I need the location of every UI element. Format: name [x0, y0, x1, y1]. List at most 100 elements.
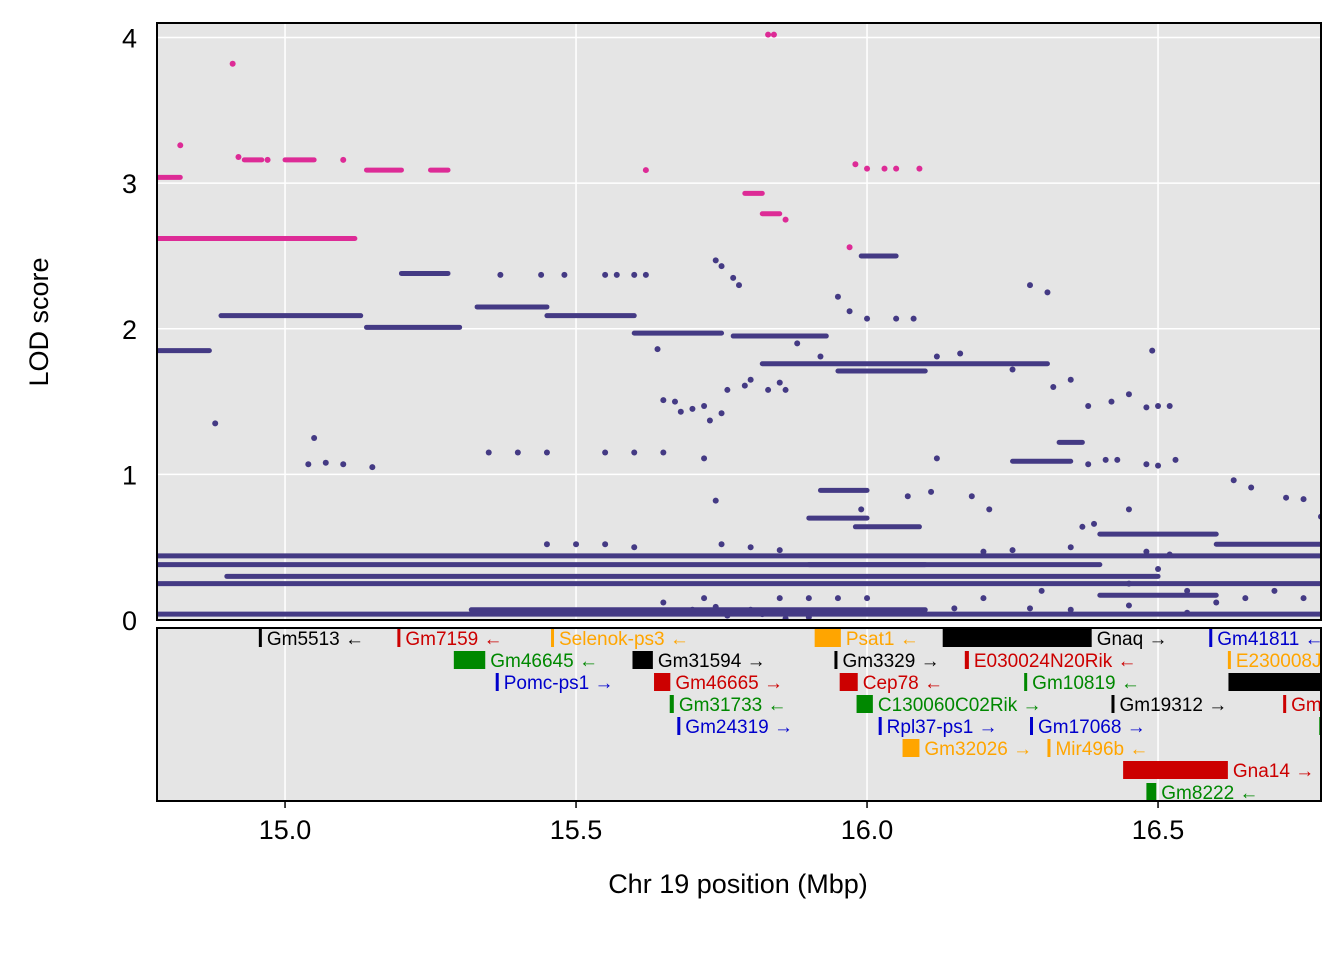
lod-point [311, 434, 318, 441]
lod-point [1085, 402, 1092, 409]
gene-label: Selenok-ps3 ← [559, 629, 689, 650]
lod-point [543, 449, 550, 456]
lod-point [933, 455, 940, 462]
gene-label: Gm [1291, 695, 1322, 716]
gene-box [964, 651, 969, 669]
lod-point [741, 382, 748, 389]
lod-point [561, 271, 568, 278]
lod-point [968, 493, 975, 500]
lod-point [1038, 587, 1045, 594]
lod-point [701, 595, 708, 602]
gene-box [1209, 629, 1213, 647]
lod-point [718, 541, 725, 548]
gene-box [495, 673, 499, 691]
gene-label: Gm24319 → [685, 717, 793, 738]
lod-point [776, 547, 783, 554]
lod-point [1155, 566, 1162, 573]
lod-point [642, 271, 649, 278]
gene-label: Cep78 ← [863, 673, 943, 694]
gene-box [1047, 739, 1051, 757]
lod-point [654, 346, 661, 353]
lod-point [1300, 496, 1307, 503]
lod-point [1166, 402, 1173, 409]
lod-point [602, 541, 609, 548]
gene-label: E030024N20Rik ← [974, 651, 1137, 672]
gene-label: Rpl37-ps1 → [887, 717, 998, 738]
lod-point [724, 386, 731, 393]
lod-point [765, 386, 772, 393]
lod-point [1050, 384, 1057, 391]
lod-point [602, 271, 609, 278]
lod-point [1283, 494, 1290, 501]
lod-point [701, 455, 708, 462]
gene-box [632, 651, 653, 669]
lod-point [776, 595, 783, 602]
lod-point [660, 449, 667, 456]
lod-point [817, 353, 824, 360]
lod-point [1143, 548, 1150, 555]
lod-point [893, 165, 900, 172]
gene-label: Gnaq → [1097, 629, 1168, 650]
x-tick-label: 16.0 [841, 815, 894, 845]
y-axis-ticks: 0 1 2 3 4 [122, 24, 137, 636]
gene-label: Pomc-ps1 → [504, 673, 614, 694]
lod-point [340, 461, 347, 468]
lod-point [177, 142, 184, 149]
lod-point [805, 614, 812, 620]
lod-point [986, 506, 993, 513]
lod-point [229, 60, 236, 67]
gene-box [1283, 695, 1287, 713]
lod-point [805, 595, 812, 602]
lod-point [631, 449, 638, 456]
gene-features: Gm5513 ← Gm7159 ← Selenok-ps3 ← Psat1 ← Gnaq… [258, 629, 1322, 801]
lod-point [770, 31, 777, 38]
lod-point [1125, 391, 1132, 398]
gene-box [1024, 673, 1028, 691]
lod-point [701, 402, 708, 409]
lod-point [1114, 456, 1121, 463]
lod-point [852, 161, 859, 168]
lod-point [834, 293, 841, 300]
lod-point [1125, 580, 1132, 587]
lod-point [864, 165, 871, 172]
lod-point [1172, 456, 1179, 463]
lod-point [782, 216, 789, 223]
gene-track-panel: Gm5513 ← Gm7159 ← Selenok-ps3 ← Psat1 ← Gnaq… [156, 627, 1322, 802]
lod-point [631, 271, 638, 278]
gene-box [1227, 651, 1231, 669]
lod-point [747, 544, 754, 551]
lod-point [916, 165, 923, 172]
lod-point [1044, 289, 1051, 296]
lod-point [485, 449, 492, 456]
lod-point [736, 282, 742, 289]
lod-point [1184, 609, 1191, 616]
lod-point [660, 599, 667, 606]
lod-point [846, 244, 853, 251]
lod-point [1149, 347, 1156, 354]
gene-label: Gm31733 ← [679, 695, 787, 716]
gene-box [834, 651, 838, 669]
lod-point [794, 340, 801, 347]
gene-box [1228, 673, 1321, 691]
lod-point [747, 606, 754, 613]
gene-box [669, 695, 674, 713]
lod-point [759, 611, 766, 618]
lod-point [904, 493, 911, 500]
y-tick-label: 1 [122, 460, 137, 490]
lod-point [1184, 587, 1191, 594]
lod-point [660, 397, 667, 404]
lod-point [689, 405, 696, 412]
y-tick-label: 4 [122, 24, 137, 54]
gene-box [397, 629, 401, 647]
lod-point [1027, 282, 1033, 289]
gene-label: Gm32026 → [924, 739, 1032, 760]
lod-point [1213, 599, 1220, 606]
lod-point [864, 315, 871, 322]
lod-point [881, 165, 888, 172]
lod-point [1143, 404, 1150, 411]
gene-box [551, 629, 555, 647]
gene-box [942, 629, 1092, 647]
lod-point [712, 603, 719, 610]
y-tick-label: 0 [122, 606, 137, 636]
